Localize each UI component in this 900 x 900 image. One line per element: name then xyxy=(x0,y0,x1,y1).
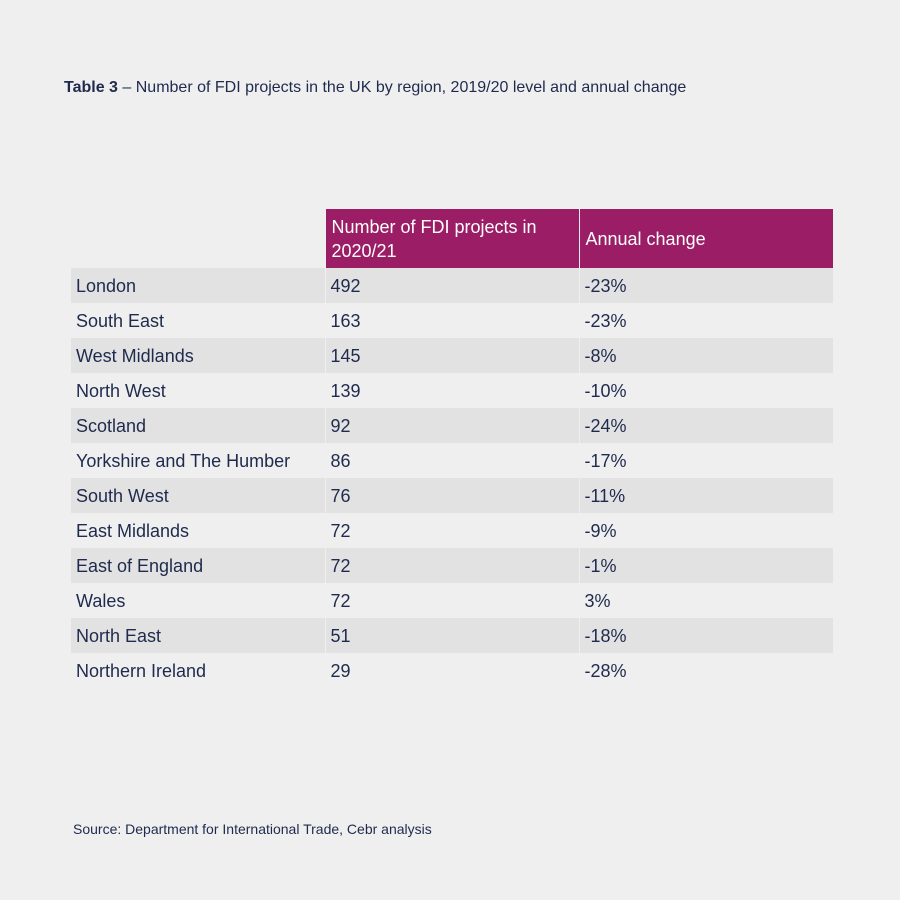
table-row: London 492 -23% xyxy=(71,268,833,303)
cell-projects: 145 xyxy=(324,338,579,373)
source-note: Source: Department for International Tra… xyxy=(73,821,432,837)
table-caption-label: Table 3 xyxy=(64,79,118,96)
header-region xyxy=(71,209,325,268)
table-row: North East 51 -18% xyxy=(71,618,833,653)
cell-change: -23% xyxy=(578,303,833,338)
table-caption-text: – Number of FDI projects in the UK by re… xyxy=(117,79,687,96)
cell-change: -23% xyxy=(578,268,833,303)
header-annual-change: Annual change xyxy=(578,209,833,268)
cell-region: North West xyxy=(71,373,325,408)
table-row: East Midlands 72 -9% xyxy=(71,513,833,548)
cell-change: -24% xyxy=(578,408,833,443)
table-row: Wales 72 3% xyxy=(71,583,833,618)
cell-projects: 72 xyxy=(324,583,579,618)
cell-region: Yorkshire and The Humber xyxy=(71,443,325,478)
cell-change: 3% xyxy=(578,583,833,618)
cell-change: -11% xyxy=(578,478,833,513)
cell-change: -17% xyxy=(578,443,833,478)
table-row: East of England 72 -1% xyxy=(71,548,833,583)
cell-projects: 86 xyxy=(324,443,579,478)
table-row: West Midlands 145 -8% xyxy=(71,338,833,373)
table-row: North West 139 -10% xyxy=(71,373,833,408)
cell-change: -1% xyxy=(578,548,833,583)
cell-projects: 29 xyxy=(324,653,579,688)
cell-projects: 92 xyxy=(324,408,579,443)
table-header-row: Number of FDI projects in 2020/21 Annual… xyxy=(71,209,833,268)
fdi-region-table: Number of FDI projects in 2020/21 Annual… xyxy=(71,209,833,688)
cell-change: -18% xyxy=(578,618,833,653)
table-row: Scotland 92 -24% xyxy=(71,408,833,443)
cell-region: West Midlands xyxy=(71,338,325,373)
cell-projects: 72 xyxy=(324,513,579,548)
cell-region: East of England xyxy=(71,548,325,583)
table-row: Yorkshire and The Humber 86 -17% xyxy=(71,443,833,478)
cell-projects: 492 xyxy=(324,268,579,303)
cell-projects: 139 xyxy=(324,373,579,408)
cell-region: East Midlands xyxy=(71,513,325,548)
cell-change: -8% xyxy=(578,338,833,373)
cell-region: London xyxy=(71,268,325,303)
cell-projects: 76 xyxy=(324,478,579,513)
cell-region: Scotland xyxy=(71,408,325,443)
cell-projects: 72 xyxy=(324,548,579,583)
table-row: South West 76 -11% xyxy=(71,478,833,513)
cell-change: -28% xyxy=(578,653,833,688)
header-fdi-projects: Number of FDI projects in 2020/21 xyxy=(324,209,579,268)
cell-region: South West xyxy=(71,478,325,513)
table-row: South East 163 -23% xyxy=(71,303,833,338)
cell-region: Wales xyxy=(71,583,325,618)
cell-projects: 163 xyxy=(324,303,579,338)
cell-region: South East xyxy=(71,303,325,338)
cell-change: -9% xyxy=(578,513,833,548)
cell-region: Northern Ireland xyxy=(71,653,325,688)
cell-region: North East xyxy=(71,618,325,653)
table-row: Northern Ireland 29 -28% xyxy=(71,653,833,688)
table-caption: Table 3 – Number of FDI projects in the … xyxy=(64,77,686,99)
cell-projects: 51 xyxy=(324,618,579,653)
cell-change: -10% xyxy=(578,373,833,408)
